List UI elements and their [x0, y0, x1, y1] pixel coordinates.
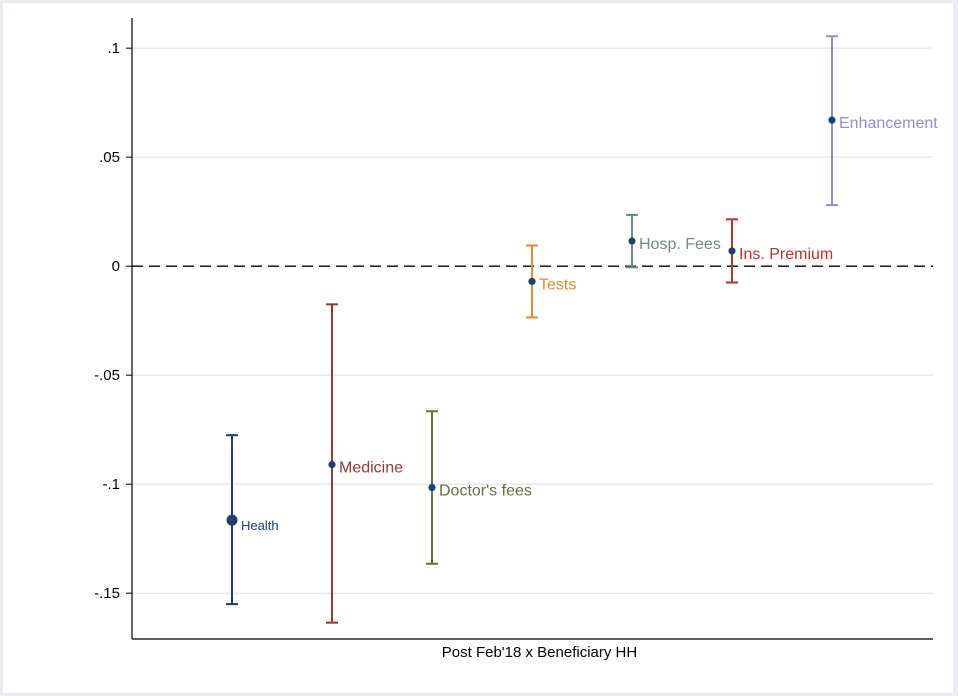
series-label: Enhancement — [839, 115, 938, 132]
series-label: Ins. Premium — [739, 246, 833, 263]
estimate-enhancement: Enhancement — [826, 35, 938, 207]
point-estimate — [828, 116, 836, 124]
y-tick-label: -.05 — [94, 367, 120, 384]
y-tick-label: 0 — [112, 258, 120, 275]
estimate-doctor-s-fees: Doctor's fees — [426, 410, 532, 565]
y-tick-label: -.15 — [94, 585, 120, 602]
x-axis-title: Post Feb'18 x Beneficiary HH — [442, 644, 637, 661]
series-label: Tests — [539, 276, 576, 293]
estimate-tests: Tests — [526, 244, 576, 319]
y-tick-label: -.1 — [102, 476, 120, 493]
y-tick-label: .05 — [99, 149, 120, 166]
chart-frame — [3, 3, 953, 693]
point-estimate — [226, 514, 238, 526]
grid-layer — [132, 47, 933, 594]
y-ticks: .1 .05 0 -.05 -.1 -.15 — [94, 40, 132, 602]
point-estimate — [528, 277, 536, 286]
series-label: Doctor's fees — [439, 482, 532, 499]
series-label: Health — [241, 518, 279, 533]
point-estimate — [628, 237, 636, 245]
estimate-health: Health — [226, 434, 279, 606]
y-tick-label: .1 — [107, 40, 120, 57]
estimate-ins-premium: Ins. Premium — [726, 218, 833, 284]
point-estimate — [428, 483, 436, 492]
axes-layer — [131, 18, 933, 640]
point-estimate — [728, 247, 736, 255]
series-label: Hosp. Fees — [639, 236, 721, 253]
estimate-hosp-fees: Hosp. Fees — [626, 213, 721, 269]
series-label: Medicine — [339, 460, 403, 477]
point-estimate — [328, 460, 336, 469]
estimate-medicine: Medicine — [326, 303, 403, 624]
estimates-layer: Health Medicine Doctor's fees Tests Hosp. Fe… — [226, 35, 938, 624]
